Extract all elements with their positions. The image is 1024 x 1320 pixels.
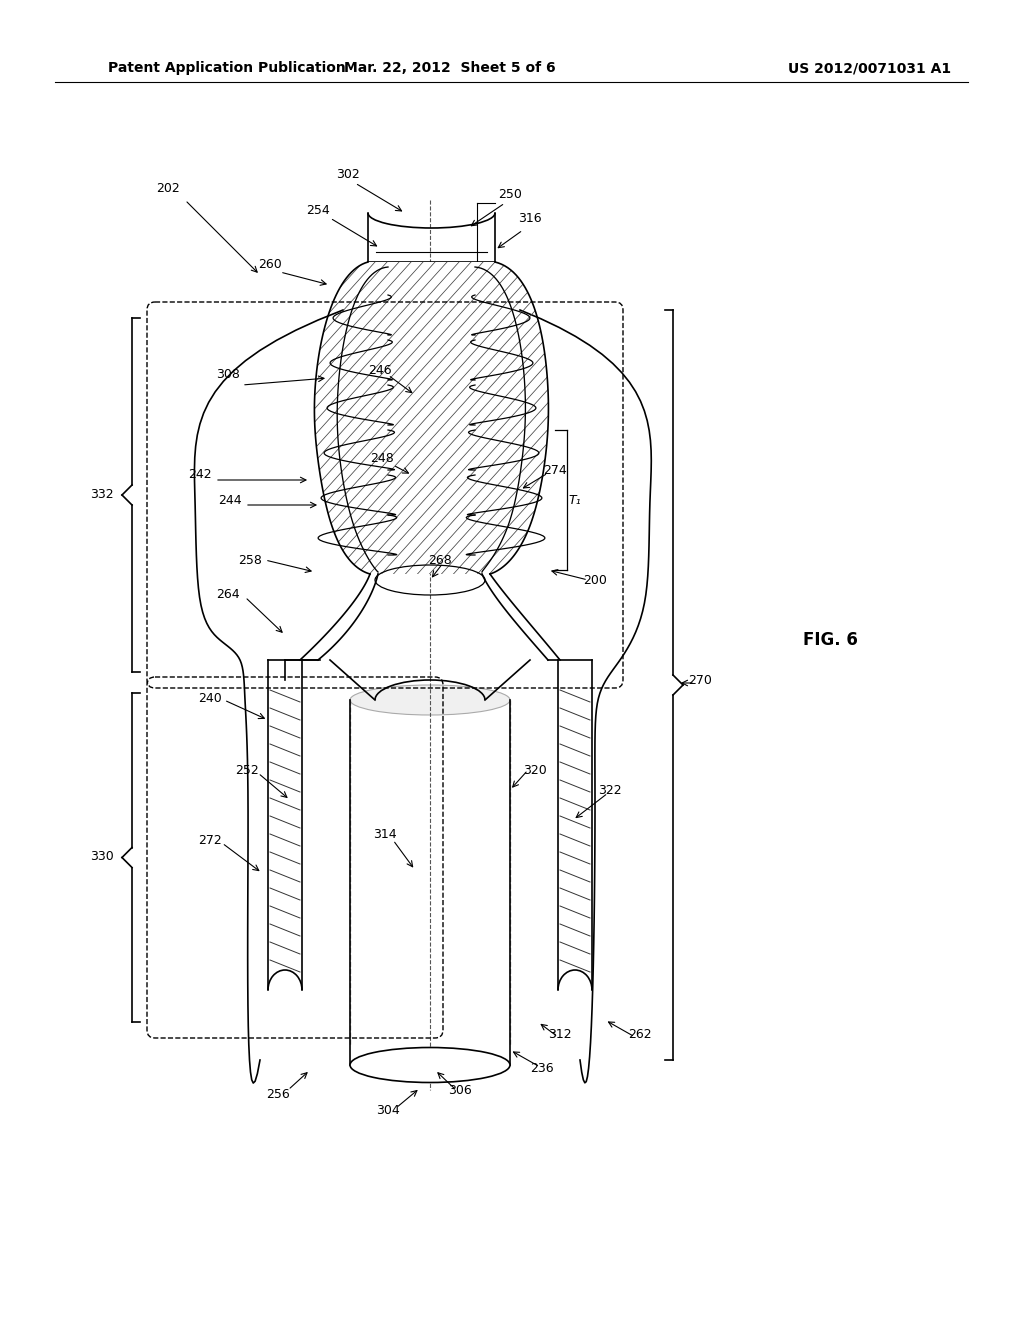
Text: 308: 308 bbox=[216, 368, 240, 381]
Text: 320: 320 bbox=[523, 763, 547, 776]
Ellipse shape bbox=[350, 1048, 510, 1082]
Text: 246: 246 bbox=[369, 363, 392, 376]
Text: 268: 268 bbox=[428, 553, 452, 566]
Text: 304: 304 bbox=[376, 1104, 400, 1117]
Text: 236: 236 bbox=[530, 1061, 554, 1074]
Text: 248: 248 bbox=[370, 451, 394, 465]
Polygon shape bbox=[314, 261, 549, 574]
Text: 250: 250 bbox=[498, 189, 522, 202]
Text: 274: 274 bbox=[543, 463, 567, 477]
Text: 202: 202 bbox=[156, 181, 180, 194]
Text: 302: 302 bbox=[336, 169, 359, 181]
Text: 262: 262 bbox=[628, 1028, 652, 1041]
Text: 258: 258 bbox=[238, 553, 262, 566]
Text: 240: 240 bbox=[198, 692, 222, 705]
Text: 322: 322 bbox=[598, 784, 622, 796]
Text: 256: 256 bbox=[266, 1089, 290, 1101]
Text: T₁: T₁ bbox=[568, 494, 582, 507]
Text: 252: 252 bbox=[236, 763, 259, 776]
Text: Patent Application Publication: Patent Application Publication bbox=[108, 61, 346, 75]
Text: FIG. 6: FIG. 6 bbox=[803, 631, 857, 649]
Text: 244: 244 bbox=[218, 494, 242, 507]
Text: 316: 316 bbox=[518, 211, 542, 224]
Text: 330: 330 bbox=[90, 850, 114, 863]
Text: US 2012/0071031 A1: US 2012/0071031 A1 bbox=[788, 61, 951, 75]
Text: 332: 332 bbox=[90, 488, 114, 502]
Text: 312: 312 bbox=[548, 1028, 571, 1041]
Ellipse shape bbox=[350, 685, 510, 715]
Text: 242: 242 bbox=[188, 469, 212, 482]
Text: 270: 270 bbox=[688, 673, 712, 686]
Text: 272: 272 bbox=[198, 833, 222, 846]
Text: 200: 200 bbox=[583, 573, 607, 586]
Text: Mar. 22, 2012  Sheet 5 of 6: Mar. 22, 2012 Sheet 5 of 6 bbox=[344, 61, 556, 75]
Text: 264: 264 bbox=[216, 589, 240, 602]
Text: 260: 260 bbox=[258, 259, 282, 272]
Text: 254: 254 bbox=[306, 203, 330, 216]
Text: 306: 306 bbox=[449, 1084, 472, 1097]
Text: 314: 314 bbox=[373, 829, 397, 842]
